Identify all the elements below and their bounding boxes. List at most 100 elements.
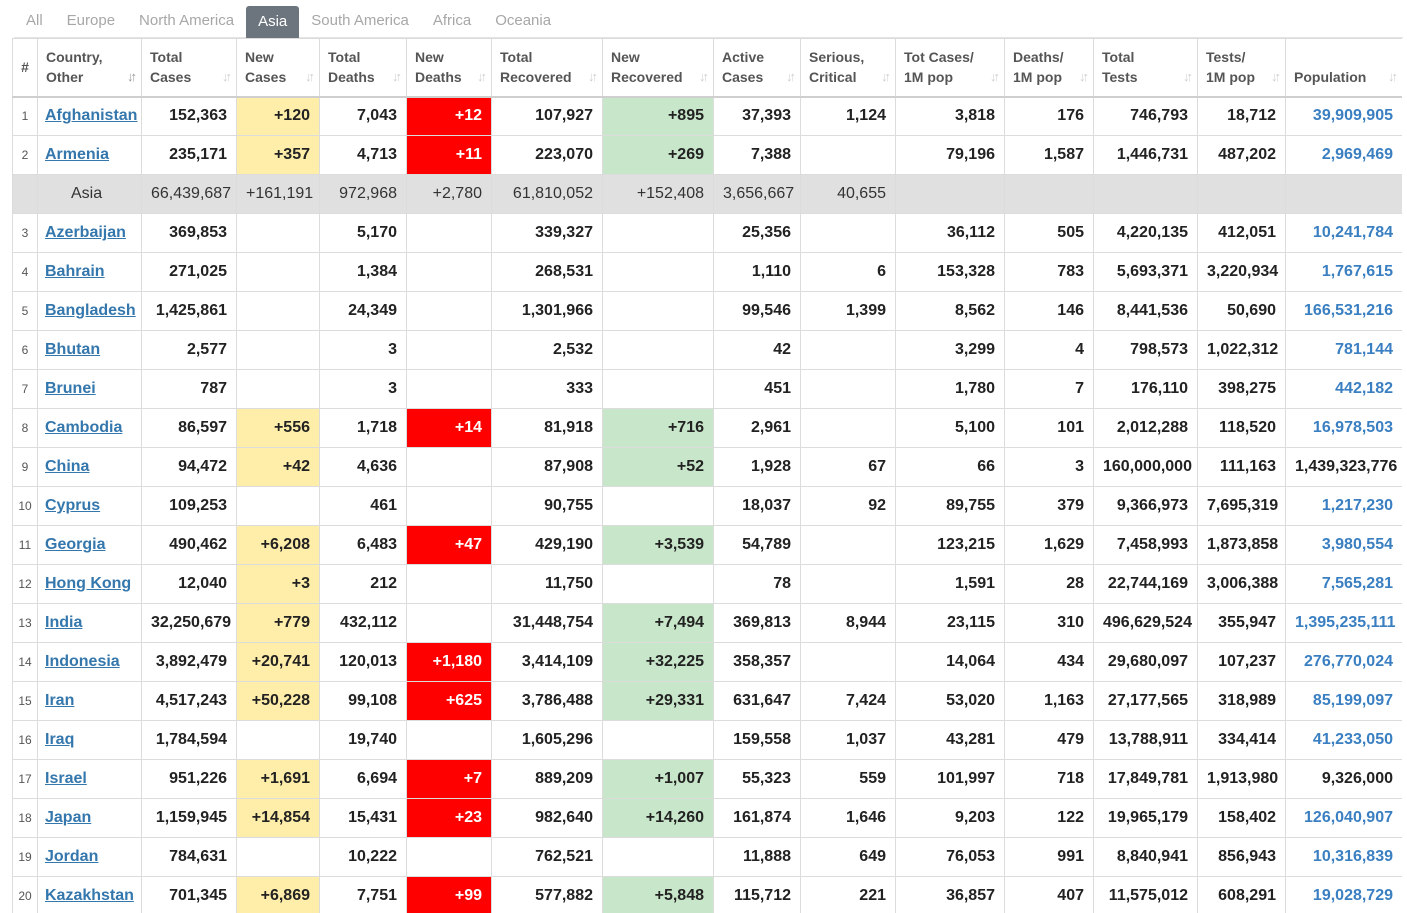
tab-oceania[interactable]: Oceania <box>495 11 552 29</box>
cell-pop[interactable]: 2,969,469 <box>1285 135 1402 175</box>
cell-pop[interactable]: 7,565,281 <box>1285 564 1402 604</box>
cell-pop[interactable]: 39,909,905 <box>1285 96 1402 136</box>
cell-pop[interactable]: 1,395,235,111 <box>1285 603 1402 643</box>
header-label: Population <box>1294 69 1367 86</box>
cell-pop[interactable]: 1,767,615 <box>1285 252 1402 292</box>
row-index: 2 <box>12 135 38 175</box>
cell-nd <box>406 213 492 253</box>
cell-pop[interactable]: 10,241,784 <box>1285 213 1402 253</box>
header-cases-per-1m[interactable]: Tot Cases/1M pop ↓↑ <box>895 38 1005 98</box>
cell-pop[interactable]: 85,199,097 <box>1285 681 1402 721</box>
cell-pop[interactable]: 781,144 <box>1285 330 1402 370</box>
country-link[interactable]: Iraq <box>45 731 75 748</box>
cell-pop[interactable]: 126,040,907 <box>1285 798 1402 838</box>
cell-tc: 1,425,861 <box>141 291 237 331</box>
sort-icon[interactable]: ↓↑ <box>786 68 796 84</box>
header-tests-per-1m[interactable]: Tests/1M pop ↓↑ <box>1197 38 1286 98</box>
header-deaths-per-1m[interactable]: Deaths/1M pop ↓↑ <box>1004 38 1094 98</box>
cell-pop[interactable]: 10,316,839 <box>1285 837 1402 877</box>
cell-tpm: 158,402 <box>1197 798 1286 838</box>
header-active-cases[interactable]: Active Cases ↓↑ <box>713 38 801 98</box>
sort-icon[interactable]: ↓↑ <box>392 68 402 84</box>
sort-icon[interactable]: ↓↑ <box>1271 68 1281 84</box>
sort-icon[interactable]: ↓↑ <box>588 68 598 84</box>
country-link[interactable]: Azerbaijan <box>45 224 126 241</box>
cell-tpm <box>1197 174 1286 214</box>
country-link[interactable]: Bahrain <box>45 263 105 280</box>
country-link[interactable]: Georgia <box>45 536 106 553</box>
country-link[interactable]: Armenia <box>45 146 110 163</box>
header-label: Total <box>500 49 533 66</box>
cell-td: 19,740 <box>319 720 407 760</box>
cell-tr: 223,070 <box>491 135 603 175</box>
cell-pop[interactable]: 19,028,729 <box>1285 876 1402 913</box>
sort-icon[interactable]: ↓↑ <box>222 68 232 84</box>
cell-pop[interactable]: 166,531,216 <box>1285 291 1402 331</box>
sort-icon[interactable]: ↓↑ <box>881 68 891 84</box>
country-cell: Armenia <box>37 135 142 175</box>
cell-ac: 358,357 <box>713 642 801 682</box>
country-link[interactable]: Kazakhstan <box>45 887 134 904</box>
cell-pop[interactable]: 1,217,230 <box>1285 486 1402 526</box>
row-index: 19 <box>12 837 38 877</box>
country-link[interactable]: Bhutan <box>45 341 101 358</box>
country-link[interactable]: India <box>45 614 83 631</box>
header-label: Tot Cases/ <box>904 49 974 66</box>
tab-north-america[interactable]: North America <box>139 11 235 29</box>
header-total-cases[interactable]: Total Cases ↓↑ <box>141 38 237 98</box>
cell-pop <box>1285 174 1402 214</box>
tab-asia[interactable]: Asia <box>246 5 300 38</box>
sort-icon[interactable]: ↓↑ <box>1388 68 1398 84</box>
header-new-recovered[interactable]: New Recovered ↓↑ <box>602 38 714 98</box>
tab-south-america[interactable]: South America <box>311 11 409 29</box>
country-link[interactable]: Hong Kong <box>45 575 132 592</box>
country-link[interactable]: China <box>45 458 90 475</box>
sort-icon[interactable]: ↓↑ <box>127 68 137 84</box>
sort-icon[interactable]: ↓↑ <box>1079 68 1089 84</box>
cell-sc: 8,944 <box>800 603 896 643</box>
cell-ac: 115,712 <box>713 876 801 913</box>
header-total-tests[interactable]: Total Tests ↓↑ <box>1093 38 1198 98</box>
cell-nc <box>236 252 320 292</box>
cell-pop[interactable]: 3,980,554 <box>1285 525 1402 565</box>
cell-pop[interactable]: 276,770,024 <box>1285 642 1402 682</box>
cell-tpm: 50,690 <box>1197 291 1286 331</box>
header-new-deaths[interactable]: New Deaths ↓↑ <box>406 38 492 98</box>
country-link[interactable]: Brunei <box>45 380 96 397</box>
sort-icon[interactable]: ↓↑ <box>699 68 709 84</box>
tab-africa[interactable]: Africa <box>432 11 472 29</box>
sort-icon[interactable]: ↓↑ <box>305 68 315 84</box>
tab-europe[interactable]: Europe <box>66 11 116 29</box>
cell-tc: 271,025 <box>141 252 237 292</box>
header-population[interactable]: PopulationPopulation↓↑ <box>1285 38 1402 98</box>
country-link[interactable]: Japan <box>45 809 92 826</box>
country-link[interactable]: Iran <box>45 692 75 709</box>
country-link[interactable]: Cambodia <box>45 419 123 436</box>
sort-icon[interactable]: ↓↑ <box>477 68 487 84</box>
country-link[interactable]: Israel <box>45 770 87 787</box>
header-serious-critical[interactable]: Serious, Critical ↓↑ <box>800 38 896 98</box>
header-country[interactable]: Country, Other ↓↑ <box>37 38 142 98</box>
cell-cpm: 89,755 <box>895 486 1005 526</box>
sort-icon[interactable]: ↓↑ <box>1183 68 1193 84</box>
cell-sc: 1,124 <box>800 96 896 136</box>
table-row: 19 Jordan 784,631 10,222 762,521 11,888 649 76,… <box>12 837 1402 877</box>
country-link[interactable]: Indonesia <box>45 653 120 670</box>
country-link[interactable]: Cyprus <box>45 497 101 514</box>
cell-pop[interactable]: 41,233,050 <box>1285 720 1402 760</box>
country-link[interactable]: Bangladesh <box>45 302 136 319</box>
cell-tc: 32,250,679 <box>141 603 237 643</box>
header-new-cases[interactable]: New Cases ↓↑ <box>236 38 320 98</box>
tab-all[interactable]: All <box>26 11 43 29</box>
cell-pop[interactable]: 442,182 <box>1285 369 1402 409</box>
sort-icon[interactable]: ↓↑ <box>990 68 1000 84</box>
cell-cpm: 53,020 <box>895 681 1005 721</box>
row-index: 18 <box>12 798 38 838</box>
country-link[interactable]: Jordan <box>45 848 99 865</box>
cell-cpm: 1,780 <box>895 369 1005 409</box>
header-total-recovered[interactable]: Total Recovered ↓↑ <box>491 38 603 98</box>
country-link[interactable]: Afghanistan <box>45 107 138 125</box>
cell-td: 7,043 <box>319 96 407 136</box>
header-total-deaths[interactable]: Total Deaths ↓↑ <box>319 38 407 98</box>
cell-pop[interactable]: 16,978,503 <box>1285 408 1402 448</box>
